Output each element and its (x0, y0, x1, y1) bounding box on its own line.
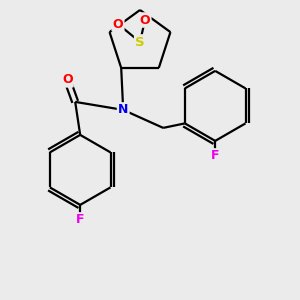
Text: O: O (140, 14, 150, 26)
Text: O: O (113, 17, 123, 31)
Text: F: F (211, 149, 219, 162)
Text: N: N (118, 103, 128, 116)
Text: O: O (62, 74, 73, 86)
Text: F: F (76, 213, 84, 226)
Text: S: S (135, 35, 145, 49)
